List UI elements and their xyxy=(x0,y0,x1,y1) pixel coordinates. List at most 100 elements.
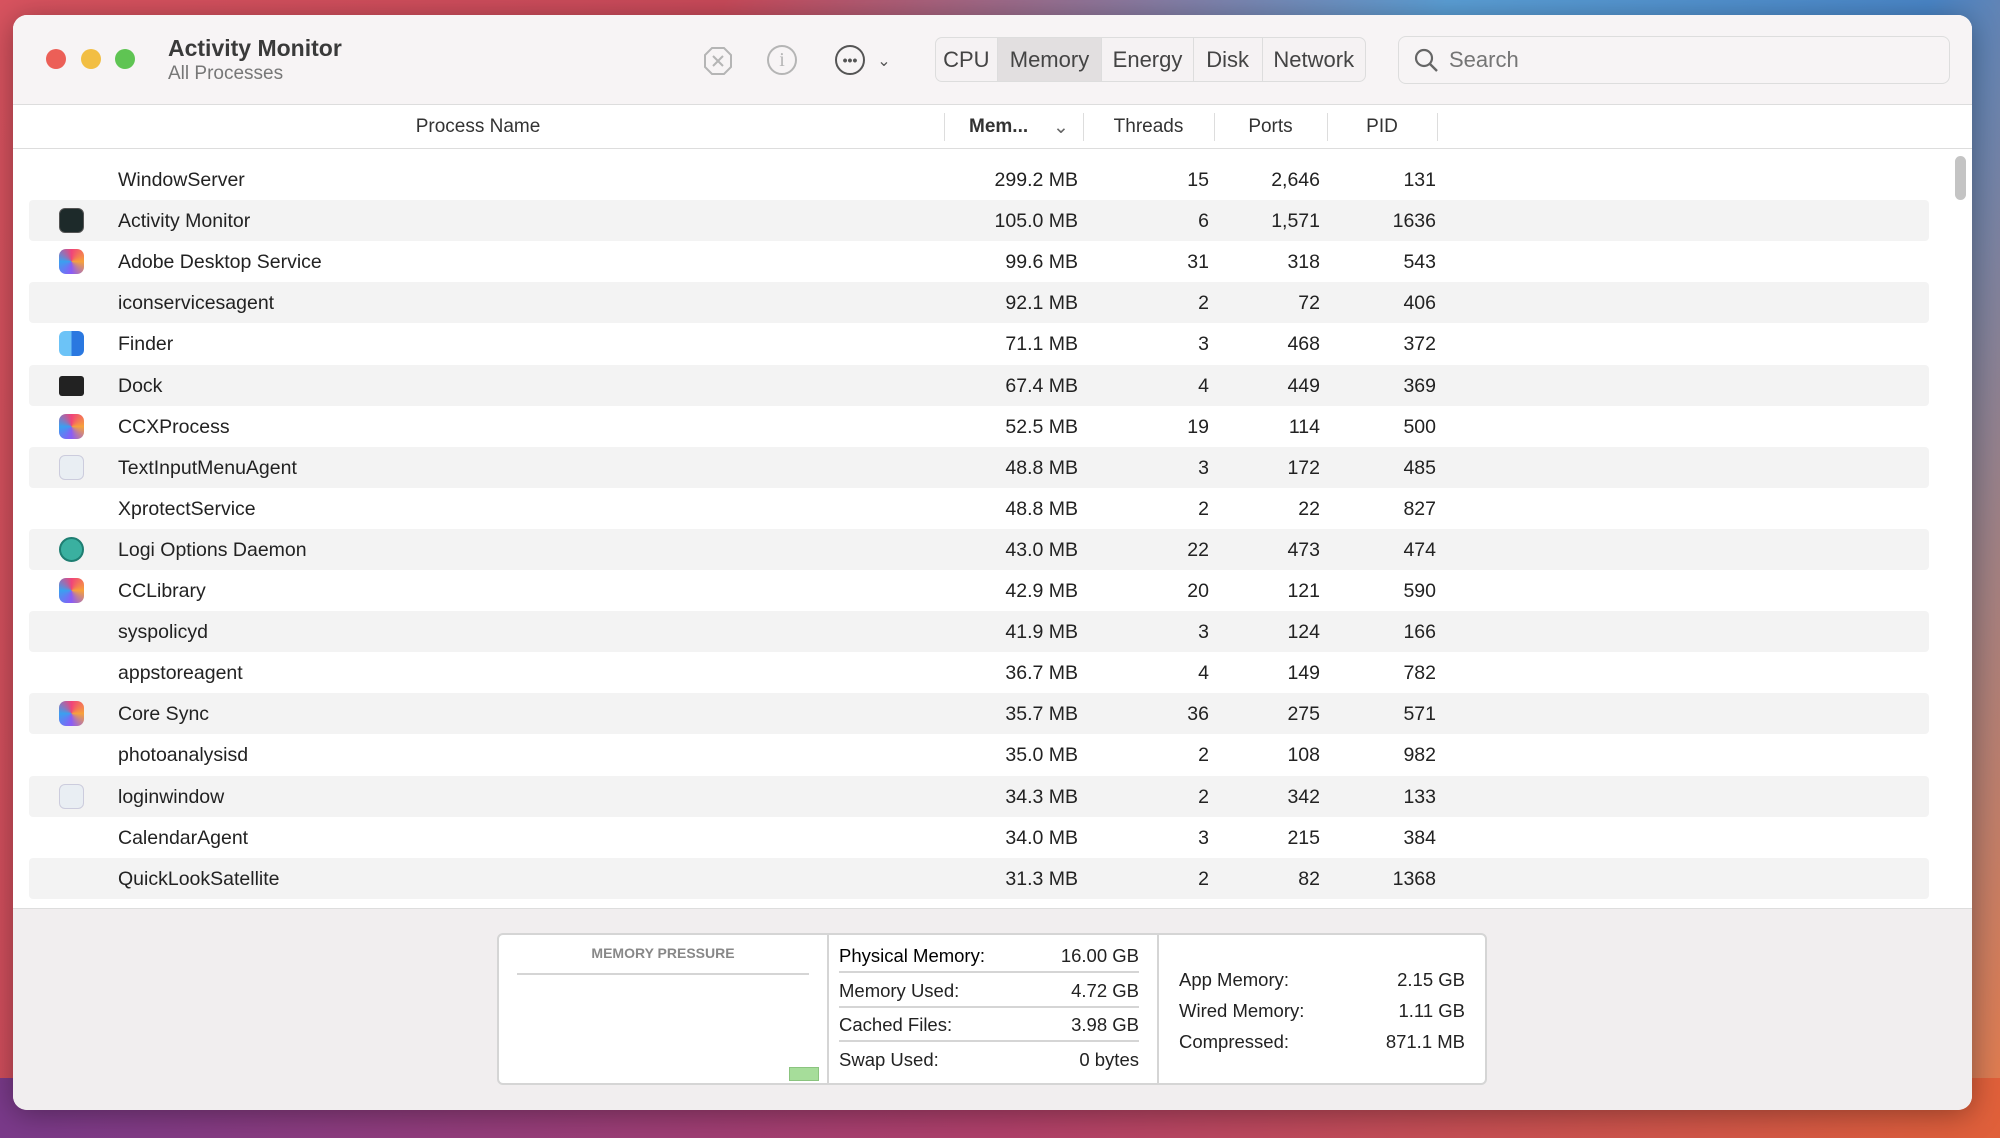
memory-value: 92.1 MB xyxy=(1005,292,1078,315)
table-row[interactable]: syspolicyd 41.9 MB 3 124 166 xyxy=(29,611,1929,653)
pid-value: 543 xyxy=(1403,251,1436,274)
table-row[interactable]: CalendarAgent 34.0 MB 3 215 384 xyxy=(29,817,1929,858)
pid-value: 571 xyxy=(1403,703,1436,726)
table-row[interactable]: Dock 67.4 MB 4 449 369 xyxy=(29,364,1929,406)
ports-value: 473 xyxy=(1287,538,1320,561)
process-name: WindowServer xyxy=(118,169,245,191)
table-row[interactable]: Core Sync 35.7 MB 36 275 571 xyxy=(29,693,1929,735)
process-name: CalendarAgent xyxy=(118,826,249,849)
table-row[interactable]: Adobe Desktop Service 99.6 MB 31 318 543 xyxy=(29,241,1929,282)
chevron-down-icon[interactable]: ⌄ xyxy=(877,53,891,70)
stat-label: Physical Memory: xyxy=(839,945,985,966)
memory-value: 42.9 MB xyxy=(1005,580,1078,602)
table-row[interactable]: Finder 71.1 MB 3 468 372 xyxy=(29,323,1929,364)
ports-value: 72 xyxy=(1298,292,1320,315)
search-input[interactable] xyxy=(1449,47,1929,73)
ports-value: 275 xyxy=(1287,703,1320,726)
column-process-name[interactable]: Process Name xyxy=(415,116,541,137)
column-pid[interactable]: PID xyxy=(1366,116,1398,137)
stat-value: 1.11 GB xyxy=(1398,1000,1465,1021)
table-row[interactable]: Activity Monitor 105.0 MB 6 1,571 1636 xyxy=(29,200,1929,242)
table-row[interactable]: photoanalysisd 35.0 MB 2 108 982 xyxy=(29,734,1929,775)
column-ports[interactable]: Ports xyxy=(1248,116,1293,137)
ports-value: 121 xyxy=(1287,580,1320,602)
table-row[interactable]: WindowServer 299.2 MB 15 2,646 131 xyxy=(29,159,1929,200)
window-subtitle: All Processes xyxy=(168,63,284,84)
tab-cpu[interactable]: CPU xyxy=(936,38,998,81)
stop-process-icon[interactable] xyxy=(702,45,734,77)
memory-value: 105.0 MB xyxy=(994,210,1078,233)
pid-value: 500 xyxy=(1403,415,1436,438)
pid-value: 474 xyxy=(1403,538,1436,561)
generic-app-icon xyxy=(59,454,84,480)
adobe-cc-icon xyxy=(59,413,84,439)
memory-stat-row: Cached Files: 3.98 GB xyxy=(839,1008,1139,1042)
process-name: photoanalysisd xyxy=(118,744,249,767)
generic-app-icon xyxy=(59,783,84,809)
pid-value: 590 xyxy=(1403,580,1436,602)
pid-value: 131 xyxy=(1403,169,1436,191)
info-icon[interactable]: i xyxy=(767,45,797,75)
activity-monitor-window: Activity Monitor All Processes i ••• ⌄ C… xyxy=(13,15,1972,1110)
threads-value: 19 xyxy=(1187,415,1209,438)
dock-icon xyxy=(59,375,84,396)
memory-value: 35.7 MB xyxy=(1005,703,1078,726)
threads-value: 2 xyxy=(1198,292,1209,315)
more-options-icon[interactable]: ••• xyxy=(835,45,865,75)
minimize-window-button[interactable] xyxy=(81,49,101,69)
table-row[interactable]: QuickLookSatellite 31.3 MB 2 82 1368 xyxy=(29,857,1929,899)
ports-value: 172 xyxy=(1287,456,1320,479)
table-row[interactable]: Logi Options Daemon 43.0 MB 22 473 474 xyxy=(29,528,1929,570)
adobe-cc-icon xyxy=(59,701,84,727)
vertical-scrollbar[interactable] xyxy=(1955,156,1966,200)
tab-disk[interactable]: Disk xyxy=(1194,38,1263,81)
process-name: appstoreagent xyxy=(118,662,243,685)
process-name: Logi Options Daemon xyxy=(118,538,307,561)
ports-value: 114 xyxy=(1288,415,1320,438)
table-row[interactable]: CCXProcess 52.5 MB 19 114 500 xyxy=(29,406,1929,447)
memory-value: 43.0 MB xyxy=(1005,538,1078,561)
threads-value: 4 xyxy=(1198,374,1209,397)
table-row[interactable]: CCLibrary 42.9 MB 20 121 590 xyxy=(29,570,1929,611)
table-row[interactable]: loginwindow 34.3 MB 2 342 133 xyxy=(29,775,1929,817)
ports-value: 215 xyxy=(1287,826,1320,849)
process-name: iconservicesagent xyxy=(118,292,275,315)
threads-value: 6 xyxy=(1198,210,1209,233)
stat-label: Compressed: xyxy=(1179,1031,1290,1052)
threads-value: 20 xyxy=(1187,580,1209,602)
finder-icon xyxy=(59,331,84,357)
table-header: Process Name Mem... ⌄ Threads Ports PID xyxy=(13,105,1972,149)
process-name: Activity Monitor xyxy=(118,210,251,233)
pid-value: 384 xyxy=(1403,826,1436,849)
pid-value: 369 xyxy=(1403,374,1436,397)
stat-label: Wired Memory: xyxy=(1179,1000,1305,1021)
tab-memory[interactable]: Memory xyxy=(997,38,1103,81)
zoom-window-button[interactable] xyxy=(115,49,135,69)
memory-value: 34.0 MB xyxy=(1005,826,1078,849)
close-window-button[interactable] xyxy=(46,49,66,69)
column-threads[interactable]: Threads xyxy=(1113,116,1184,137)
memory-breakdown-row: App Memory: 2.15 GB xyxy=(1179,969,1465,991)
table-row[interactable]: TextInputMenuAgent 48.8 MB 3 172 485 xyxy=(29,446,1929,488)
tab-energy[interactable]: Energy xyxy=(1102,38,1194,81)
ports-value: 342 xyxy=(1287,785,1320,808)
tab-network[interactable]: Network xyxy=(1273,46,1355,72)
table-row[interactable]: appstoreagent 36.7 MB 4 149 782 xyxy=(29,652,1929,693)
column-memory[interactable]: Mem... xyxy=(969,116,1029,137)
ports-value: 124 xyxy=(1287,621,1320,644)
threads-value: 2 xyxy=(1198,785,1209,808)
threads-value: 31 xyxy=(1187,251,1209,274)
table-row[interactable]: iconservicesagent 92.1 MB 2 72 406 xyxy=(29,282,1929,324)
stat-label: Swap Used: xyxy=(839,1048,939,1070)
process-name: QuickLookSatellite xyxy=(118,867,280,890)
sort-chevron-icon[interactable]: ⌄ xyxy=(1053,116,1069,138)
pid-value: 406 xyxy=(1403,292,1436,315)
table-row[interactable]: XprotectService 48.8 MB 2 22 827 xyxy=(29,488,1929,529)
memory-breakdown: App Memory: 2.15 GB Wired Memory: 1.11 GB Co… xyxy=(1159,935,1485,1083)
process-name: TextInputMenuAgent xyxy=(118,456,297,479)
pid-value: 1636 xyxy=(1392,210,1436,233)
threads-value: 36 xyxy=(1187,703,1209,726)
threads-value: 2 xyxy=(1198,497,1209,520)
search-field[interactable] xyxy=(1398,36,1950,84)
process-name: XprotectService xyxy=(118,497,256,520)
